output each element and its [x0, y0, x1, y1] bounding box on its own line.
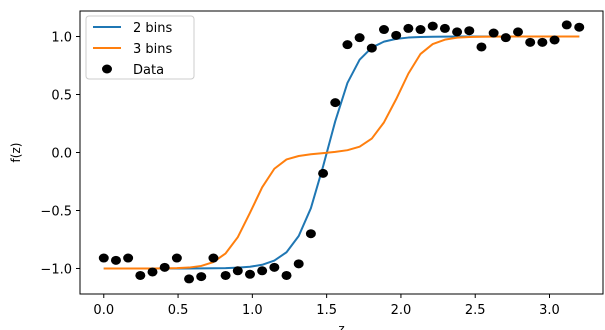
x-tick-label: 1.0 — [242, 303, 263, 318]
data-point — [244, 269, 255, 279]
data-point — [354, 33, 365, 43]
data-point — [464, 26, 475, 36]
data-point — [123, 253, 134, 263]
x-axis-label: z — [338, 322, 344, 330]
x-tick-label: 0.5 — [168, 303, 189, 318]
data-point — [281, 270, 292, 280]
x-tick-label: 0.0 — [93, 303, 114, 318]
y-tick-label: 0.5 — [51, 89, 72, 104]
data-point — [147, 267, 158, 277]
y-tick-label: 1.0 — [51, 31, 72, 46]
data-point — [439, 23, 450, 33]
x-tick-label: 3.0 — [539, 303, 560, 318]
data-point — [378, 25, 389, 35]
data-point — [561, 20, 572, 30]
data-point — [159, 262, 170, 272]
x-tick-label: 1.5 — [316, 303, 337, 318]
data-point — [488, 28, 499, 38]
legend-entry-label: Data — [133, 63, 164, 78]
data-point — [257, 266, 268, 276]
series-line-1 — [103, 35, 580, 270]
data-point — [391, 30, 402, 40]
axes-frame — [79, 10, 604, 295]
x-tick-label: 2.5 — [465, 303, 486, 318]
data-point — [318, 168, 329, 178]
data-point — [196, 272, 207, 282]
data-point — [452, 27, 463, 37]
axis-ticks: 0.0 0.5 1.0 1.5 2.0 2.5 3.0 −1.0 −0.5 0.0 0.5 1.0 — [40, 31, 559, 318]
data-point — [427, 21, 438, 31]
data-point — [403, 23, 414, 33]
x-tick-label: 2.0 — [391, 303, 412, 318]
data-point — [342, 40, 353, 50]
data-point — [184, 274, 195, 284]
data-point — [513, 27, 524, 37]
y-tick-label: −0.5 — [40, 204, 72, 219]
data-point — [208, 253, 219, 263]
legend-entry-label: 3 bins — [133, 42, 173, 57]
y-axis-label: f(z) — [9, 143, 23, 163]
data-point — [549, 35, 560, 45]
data-point — [415, 25, 426, 35]
data-point — [330, 98, 341, 108]
y-tick-label: 0.0 — [51, 147, 72, 162]
data-point — [500, 33, 511, 43]
data-point — [537, 37, 548, 47]
data-point — [293, 259, 304, 269]
data-point — [135, 270, 146, 280]
data-point — [525, 37, 536, 47]
plot-area — [98, 20, 585, 284]
data-point — [220, 270, 231, 280]
data-point — [476, 42, 487, 52]
legend: 2 bins 3 bins Data — [85, 15, 195, 80]
data-point — [305, 229, 316, 239]
legend-box — [85, 15, 195, 80]
data-point — [98, 253, 109, 263]
data-point — [110, 255, 121, 265]
y-tick-label: −1.0 — [40, 262, 72, 277]
legend-marker-swatch — [102, 64, 112, 74]
legend-entry-label: 2 bins — [133, 21, 173, 36]
data-point — [232, 266, 243, 276]
data-point — [171, 253, 182, 263]
data-point — [574, 22, 585, 32]
data-point — [366, 43, 377, 53]
data-point — [269, 262, 280, 272]
